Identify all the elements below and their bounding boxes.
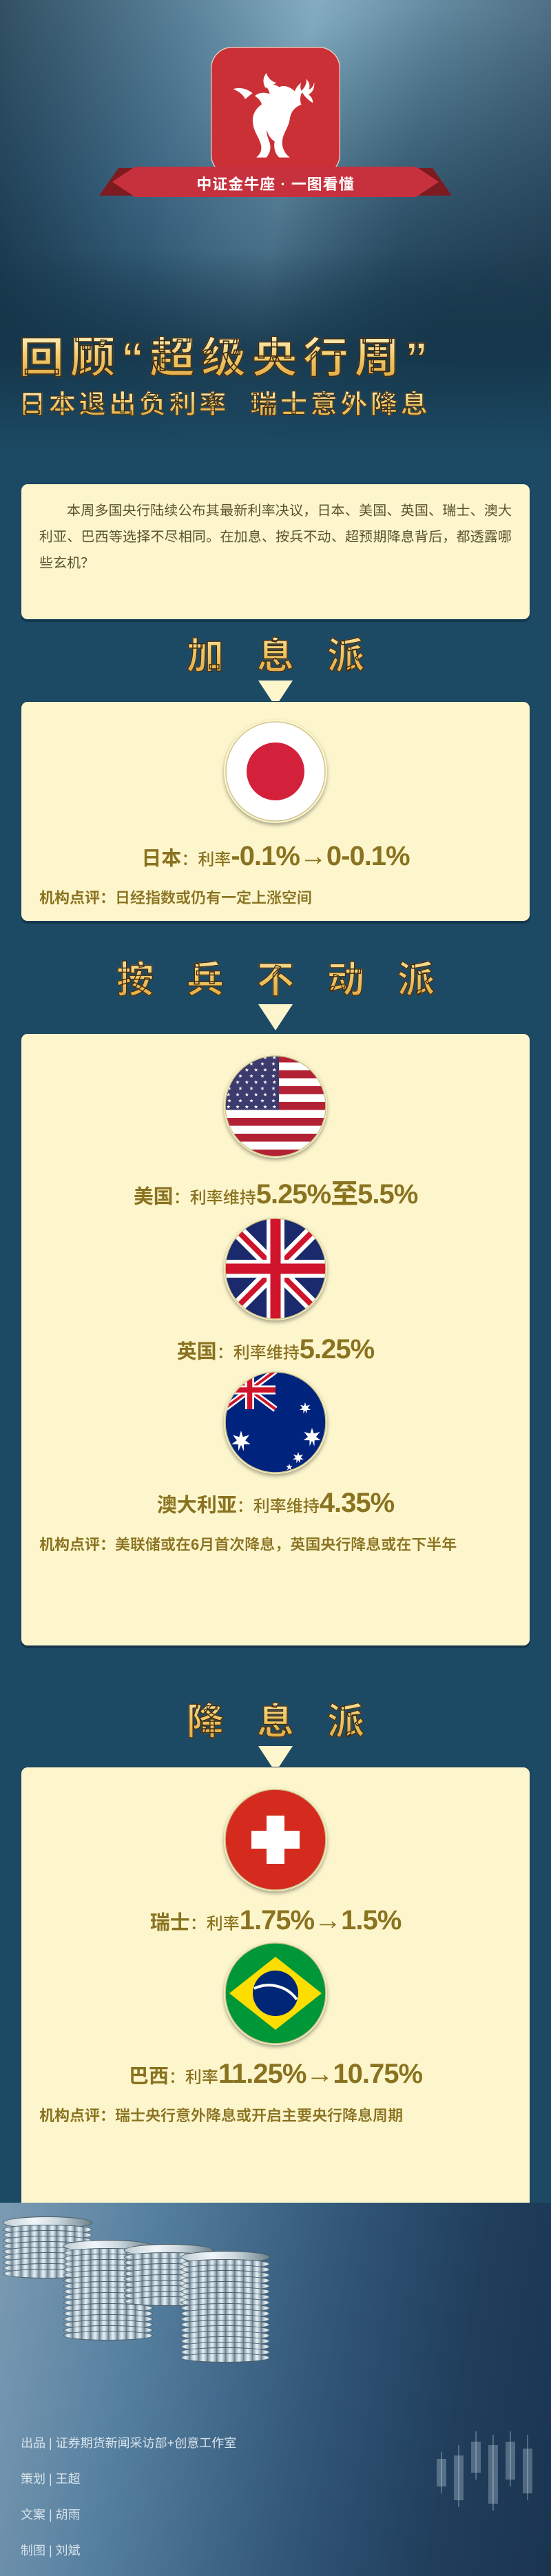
svg-text:中证金牛座 · 一图看懂: 中证金牛座 · 一图看懂	[196, 176, 355, 193]
